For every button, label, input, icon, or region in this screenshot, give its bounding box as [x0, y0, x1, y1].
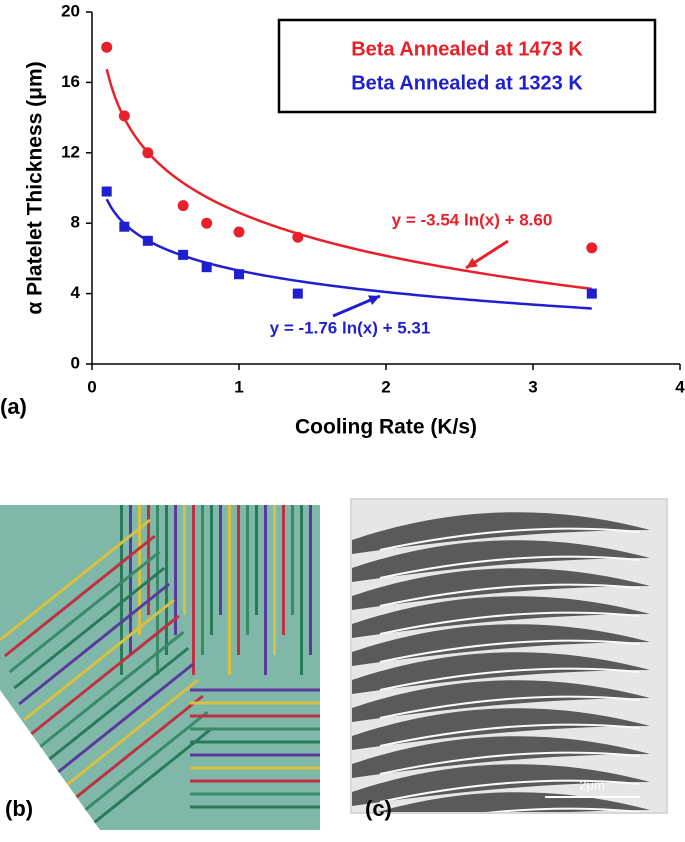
- platelet: [352, 708, 650, 750]
- lath: [255, 505, 258, 615]
- point: [101, 41, 113, 53]
- legend-label: Beta Annealed at 1323 K: [351, 72, 583, 94]
- platelet-edge: [379, 611, 641, 635]
- platelet-edge: [379, 555, 641, 579]
- platelet: [352, 568, 650, 610]
- lath: [129, 505, 132, 655]
- panel-label: (b): [5, 796, 33, 821]
- point: [101, 186, 112, 197]
- point: [201, 262, 212, 273]
- lath: [309, 505, 312, 655]
- lath: [219, 505, 222, 615]
- arrow-head: [466, 257, 478, 268]
- y-tick-label: 16: [61, 72, 80, 91]
- scale-bar-label: 2μm: [579, 777, 605, 792]
- point: [234, 269, 244, 280]
- lath: [47, 678, 199, 802]
- y-tick-label: 20: [61, 1, 80, 20]
- lath: [120, 505, 123, 675]
- lath: [165, 505, 168, 655]
- y-tick-label: 0: [71, 353, 80, 372]
- lath: [237, 505, 240, 655]
- platelet: [352, 624, 650, 666]
- panel-label: (a): [0, 394, 27, 419]
- lath: [228, 505, 231, 675]
- point: [233, 226, 245, 238]
- platelet-edge: [379, 639, 641, 663]
- lath: [32, 630, 185, 754]
- lath: [8, 550, 161, 674]
- lath: [264, 505, 267, 675]
- point: [178, 249, 189, 260]
- x-tick-label: 4: [675, 377, 685, 396]
- point: [292, 231, 304, 243]
- point: [586, 288, 597, 299]
- legend-label: Beta Annealed at 1473 K: [351, 38, 583, 60]
- lath: [201, 505, 204, 655]
- point: [292, 288, 303, 299]
- point: [142, 147, 154, 159]
- panel-label: (c): [365, 796, 392, 821]
- y-axis-label: α Platelet Thickness (μm): [24, 61, 47, 314]
- platelet-edge: [379, 723, 641, 747]
- y-tick-label: 4: [71, 283, 81, 302]
- lath: [27, 614, 180, 738]
- lath: [18, 582, 171, 706]
- platelet: [352, 680, 650, 722]
- fit-equation: y = -3.54 ln(x) + 8.60: [392, 210, 553, 229]
- x-axis-label: Cooling Rate (K/s): [295, 416, 477, 439]
- lath: [42, 662, 195, 786]
- lath: [3, 534, 156, 658]
- x-tick-label: 1: [234, 377, 243, 396]
- platelet-edge: [379, 583, 641, 607]
- point: [119, 221, 130, 232]
- platelet-edge: [379, 779, 641, 803]
- platelet-edge: [379, 751, 641, 775]
- platelet: [352, 736, 650, 778]
- x-tick-label: 0: [87, 377, 96, 396]
- platelet-edge: [379, 695, 641, 719]
- fit-curve: [105, 68, 592, 291]
- lath: [156, 505, 159, 675]
- x-tick-label: 2: [381, 377, 390, 396]
- platelet-edge: [379, 527, 641, 551]
- lath: [291, 505, 294, 615]
- lath: [51, 694, 204, 818]
- lath: [300, 505, 303, 675]
- micrograph-b: [0, 505, 320, 830]
- micrograph-c: 2μm: [350, 498, 668, 814]
- lath: [0, 518, 151, 642]
- lath: [210, 505, 213, 635]
- platelet-edge: [486, 807, 641, 812]
- arrow-head: [368, 295, 380, 306]
- platelet: [352, 652, 650, 694]
- lath: [273, 505, 276, 655]
- point: [118, 110, 130, 122]
- y-tick-label: 8: [71, 213, 80, 232]
- lath: [37, 646, 190, 770]
- lath: [192, 505, 195, 675]
- lath: [246, 505, 249, 635]
- point: [177, 200, 189, 212]
- y-tick-label: 12: [61, 142, 80, 161]
- legend-box: [277, 18, 657, 114]
- lath: [13, 566, 166, 690]
- platelet: [352, 512, 650, 554]
- platelet-edge: [379, 667, 641, 691]
- platelet: [352, 596, 650, 638]
- lath: [174, 505, 177, 635]
- platelet: [352, 764, 650, 806]
- lath: [183, 505, 186, 615]
- lath: [282, 505, 285, 635]
- fit-equation: y = -1.76 ln(x) + 5.31: [270, 318, 431, 337]
- lath: [23, 598, 175, 722]
- x-tick-label: 3: [528, 377, 537, 396]
- platelet: [352, 540, 650, 582]
- point: [201, 217, 213, 229]
- point: [142, 235, 153, 246]
- point: [586, 242, 598, 254]
